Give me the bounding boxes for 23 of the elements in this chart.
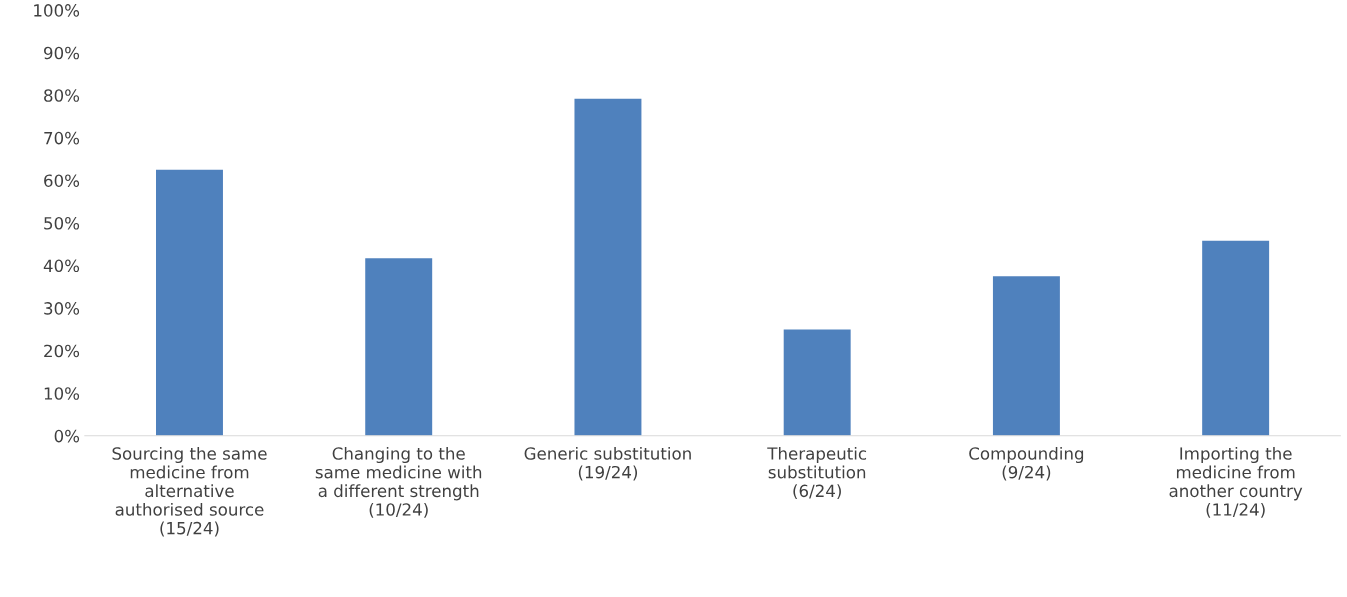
bar bbox=[783, 329, 851, 436]
bar bbox=[574, 98, 642, 436]
x-tick-label: Compounding (9/24) bbox=[969, 446, 1084, 481]
x-tick-label: Changing to the same medicine with a different strength (10/24) bbox=[315, 446, 482, 518]
x-tick-label: Sourcing the same medicine from alternative authorised source (15/24) bbox=[112, 446, 267, 537]
bar bbox=[992, 276, 1060, 436]
bar bbox=[156, 169, 223, 436]
x-tick-label: Therapeutic substitution (6/24) bbox=[767, 446, 867, 500]
y-tick-label: 0% bbox=[54, 429, 80, 443]
y-tick-label: 70% bbox=[44, 131, 80, 145]
y-tick-label: 10% bbox=[44, 387, 80, 400]
y-tick-label: 20% bbox=[44, 344, 80, 358]
y-tick-label: 100% bbox=[34, 4, 80, 17]
y-tick-label: 80% bbox=[44, 89, 80, 102]
bar bbox=[1202, 240, 1270, 436]
y-tick-label: 50% bbox=[44, 216, 80, 230]
x-tick-label: Importing the medicine from another country (11/24) bbox=[1169, 446, 1303, 518]
bar bbox=[365, 258, 433, 436]
x-tick-label: Generic substitution (19/24) bbox=[524, 446, 691, 481]
y-tick-label: 90% bbox=[44, 46, 80, 60]
y-tick-label: 30% bbox=[44, 302, 80, 315]
y-tick-label: 60% bbox=[44, 174, 80, 187]
y-tick-label: 40% bbox=[43, 259, 80, 273]
